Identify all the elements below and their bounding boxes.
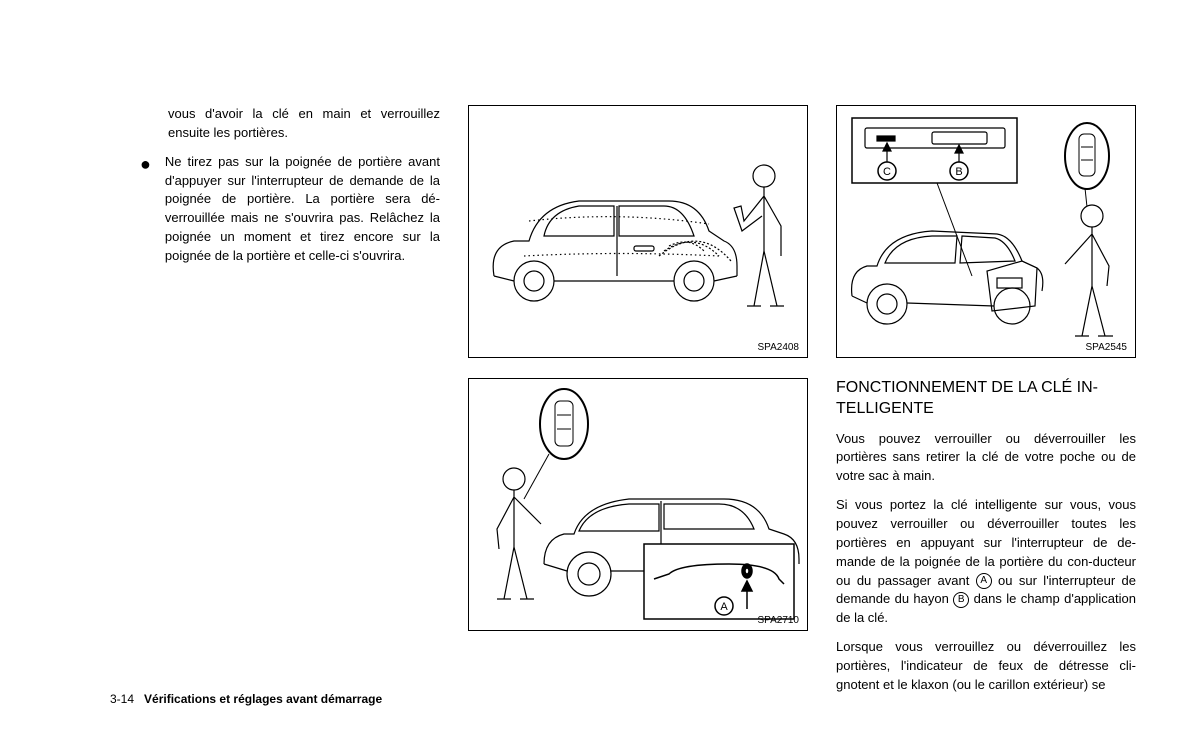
inline-marker-a: A [976, 573, 992, 589]
middle-column: SPA2408 [468, 105, 808, 695]
paragraph-continuation: vous d'avoir la clé en main et verrouill… [140, 105, 440, 143]
paragraph: Lorsque vous verrouillez ou déverrouille… [836, 638, 1136, 695]
figure-spa2710: A SPA2710 [468, 378, 808, 631]
section-heading: FONCTIONNEMENT DE LA CLÉ IN-TELLIGENTE [836, 378, 1136, 420]
page-footer: 3-14 Vérifications et réglages avant dém… [110, 692, 382, 706]
figure-label: SPA2545 [1085, 342, 1127, 353]
right-column: C B [836, 105, 1136, 695]
page-number: 3-14 [110, 692, 134, 706]
paragraph: Vous pouvez verrouiller ou déverrouiller… [836, 430, 1136, 487]
section-title: Vérifications et réglages avant démarrag… [144, 692, 382, 706]
door-handle-illustration: A [469, 379, 807, 630]
paragraph: Si vous portez la clé intelligente sur v… [836, 496, 1136, 628]
figure-label: SPA2710 [757, 615, 799, 626]
bullet-text: Ne tirez pas sur la poignée de portière … [165, 153, 440, 266]
marker-c: C [883, 166, 891, 178]
inline-marker-b: B [953, 592, 969, 608]
figure-label: SPA2408 [757, 342, 799, 353]
bullet-item: ● Ne tirez pas sur la poignée de portièr… [140, 153, 440, 266]
tailgate-illustration: C B [837, 106, 1135, 357]
marker-a: A [720, 601, 728, 613]
figure-spa2408: SPA2408 [468, 105, 808, 358]
left-column: vous d'avoir la clé en main et verrouill… [140, 105, 440, 695]
figure-spa2545: C B [836, 105, 1136, 358]
bullet-marker: ● [140, 155, 151, 266]
car-approach-illustration [469, 106, 807, 357]
marker-b: B [955, 166, 962, 178]
